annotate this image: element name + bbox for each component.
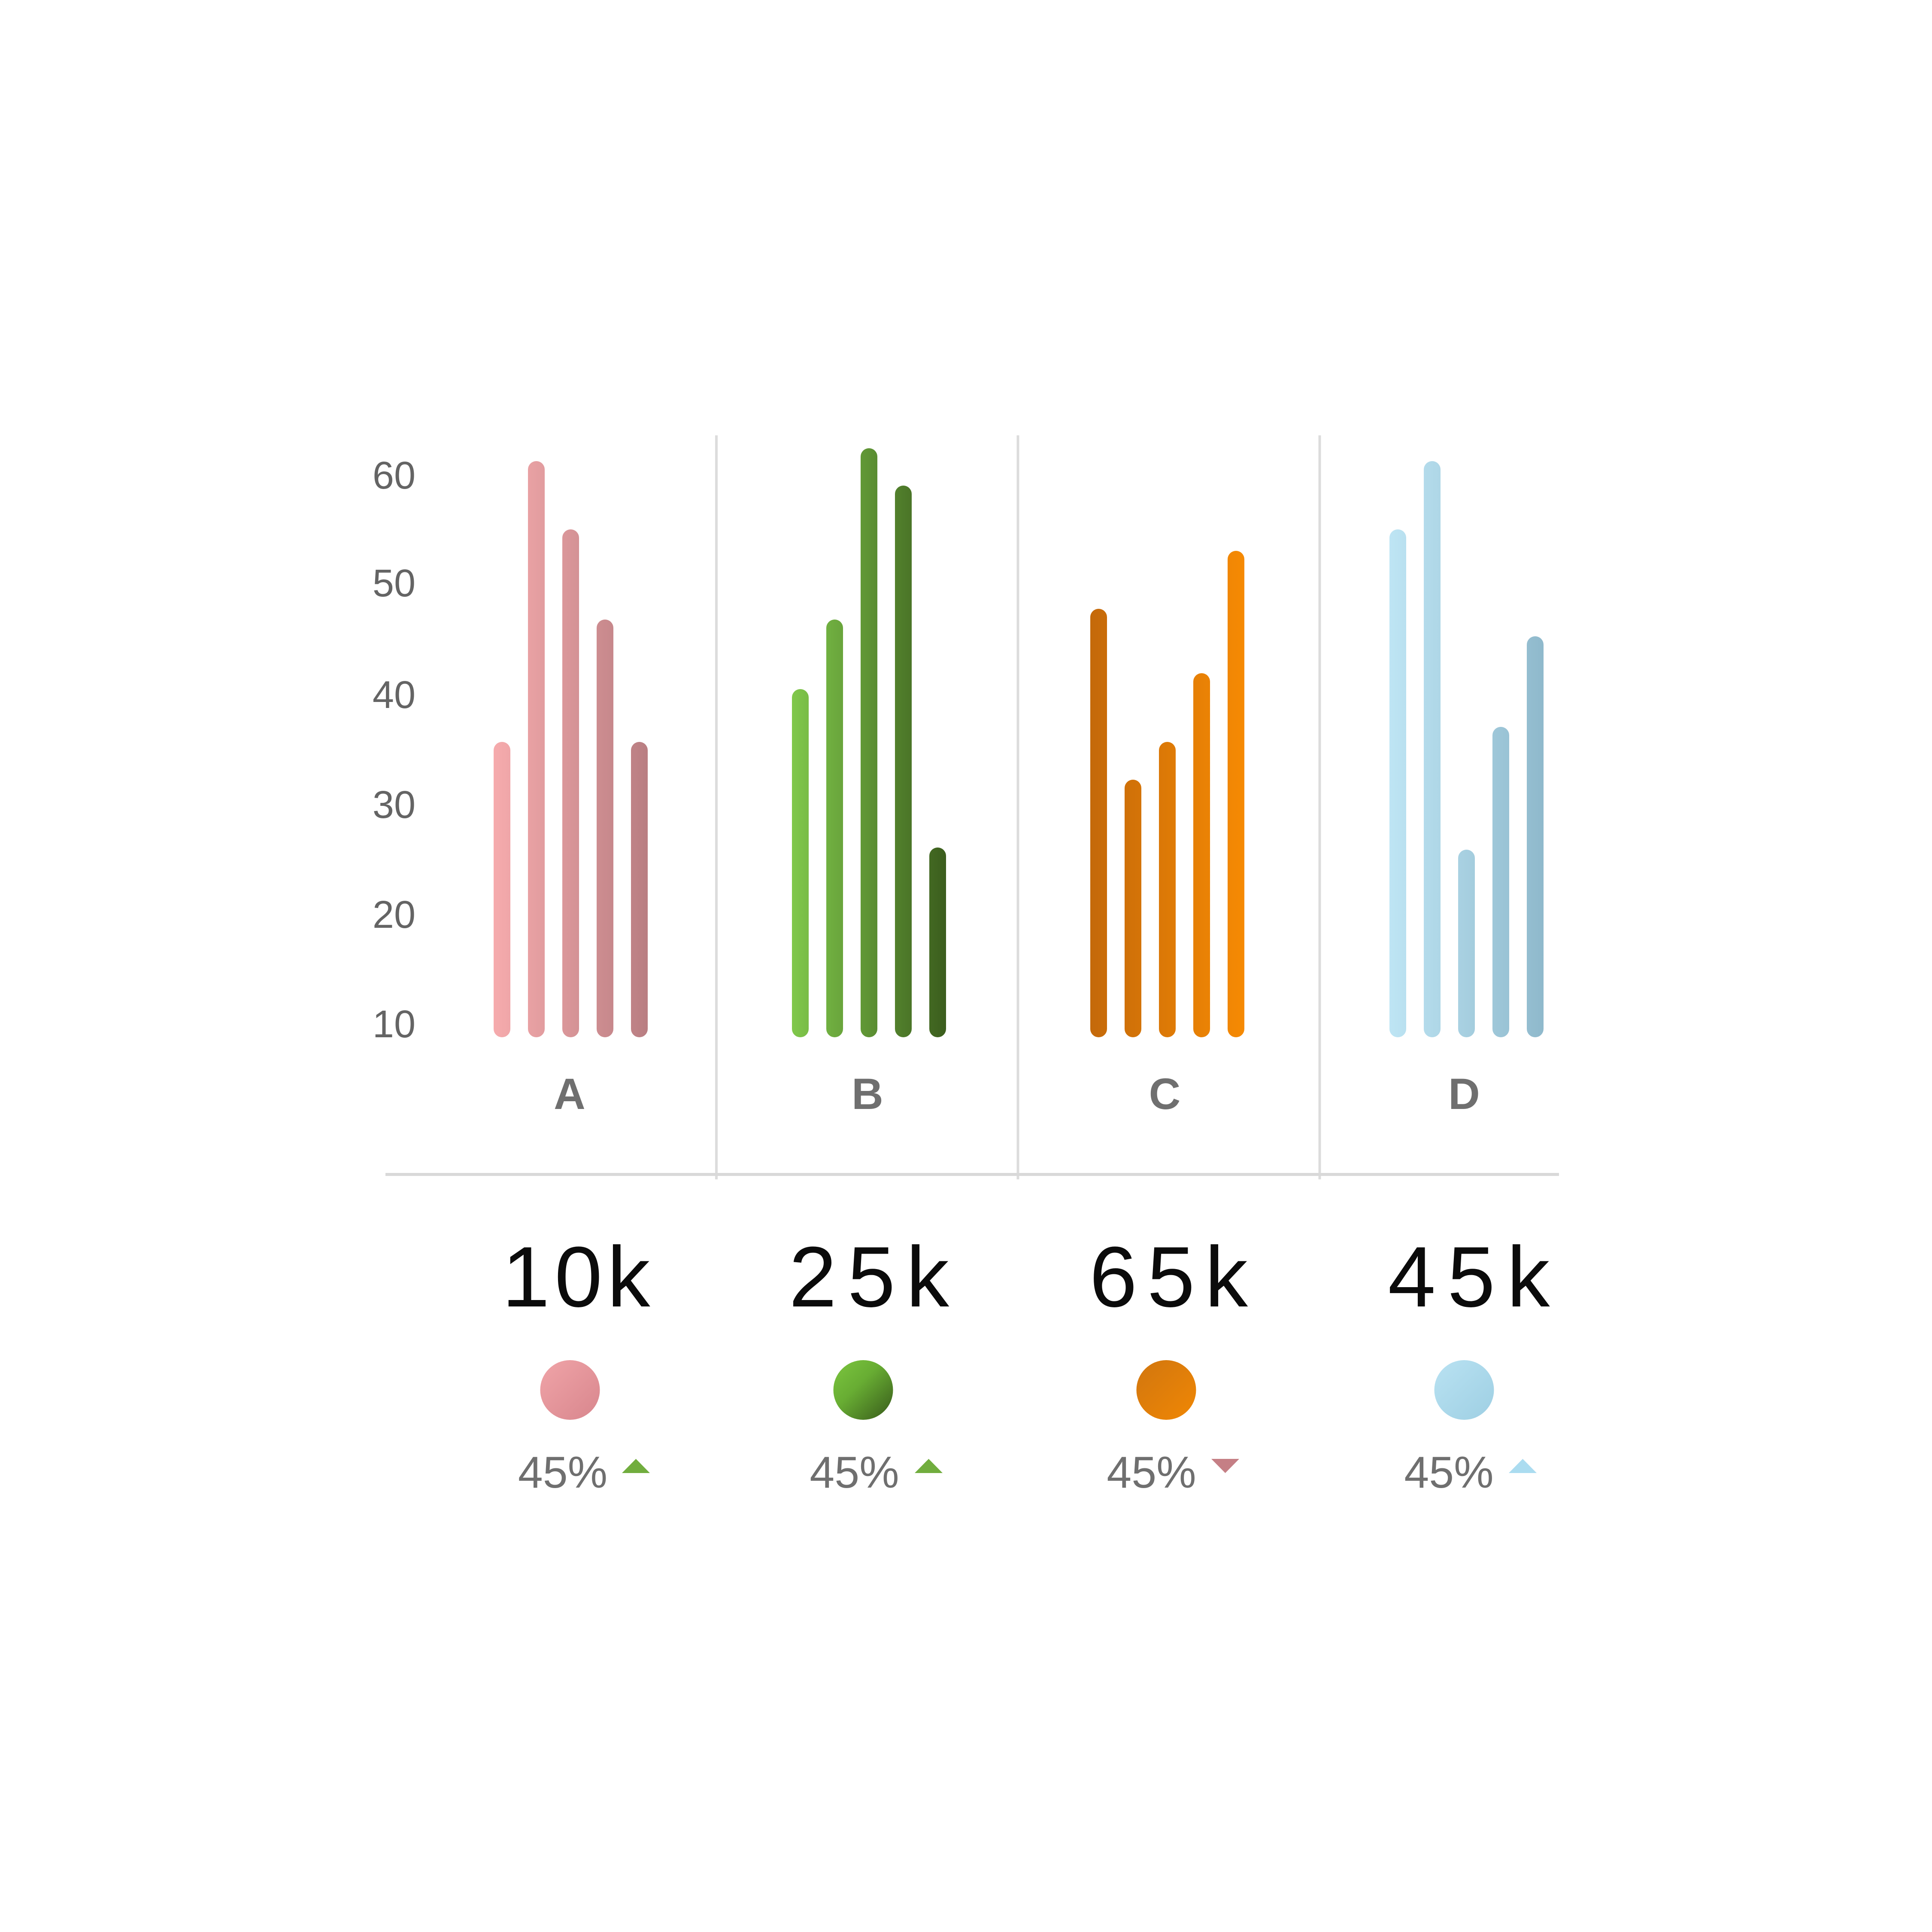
svg-text:65k: 65k xyxy=(1089,1229,1248,1325)
svg-text:45%: 45% xyxy=(1107,1448,1196,1498)
svg-text:10k: 10k xyxy=(502,1229,651,1325)
svg-text:D: D xyxy=(1448,1069,1480,1118)
svg-text:25k: 25k xyxy=(789,1229,949,1325)
svg-text:50: 50 xyxy=(373,562,416,605)
svg-text:60: 60 xyxy=(373,454,416,497)
svg-text:30: 30 xyxy=(373,784,416,826)
svg-text:45k: 45k xyxy=(1388,1229,1550,1325)
svg-text:40: 40 xyxy=(373,674,416,717)
svg-text:C: C xyxy=(1149,1069,1181,1118)
svg-text:45%: 45% xyxy=(810,1448,899,1498)
svg-text:45%: 45% xyxy=(1404,1448,1493,1498)
svg-text:45%: 45% xyxy=(518,1448,607,1498)
svg-text:20: 20 xyxy=(373,893,416,936)
svg-text:B: B xyxy=(852,1069,883,1118)
svg-text:10: 10 xyxy=(373,1003,416,1046)
svg-text:A: A xyxy=(554,1069,585,1118)
